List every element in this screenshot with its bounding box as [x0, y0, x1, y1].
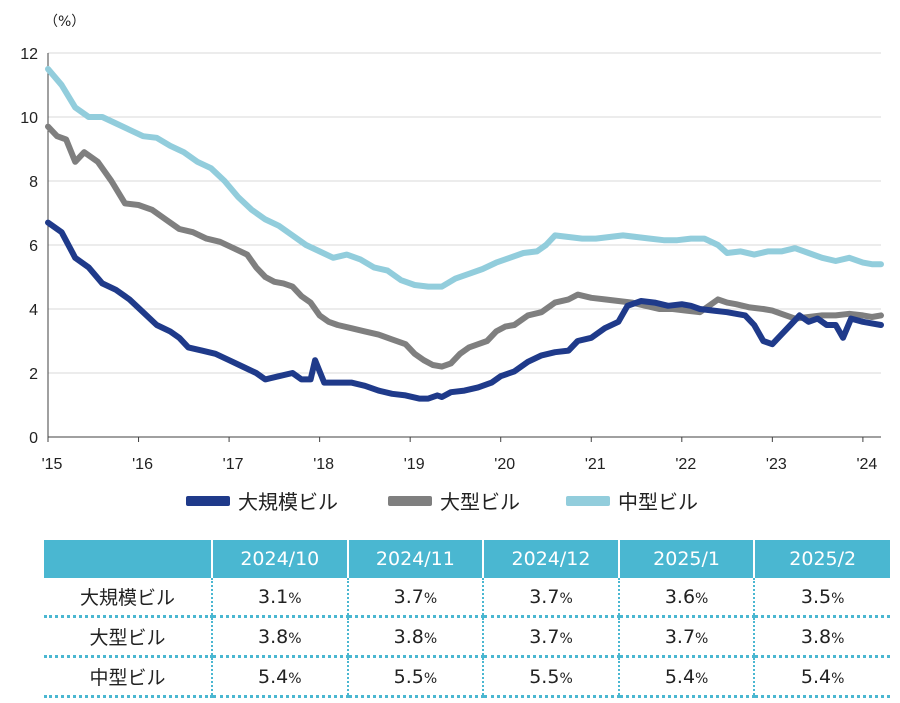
table-cell: 3.7% — [617, 615, 755, 657]
x-tick-label: '23 — [766, 456, 787, 473]
table-header-cell: 2024/11 — [346, 540, 484, 578]
legend-swatch-large-scale — [186, 495, 230, 506]
percent-symbol: % — [559, 670, 573, 687]
legend-item-large: 大型ビル — [388, 486, 520, 515]
percent-symbol: % — [288, 670, 302, 687]
cell-value: 3.5 — [800, 585, 832, 608]
table-header-corner — [44, 540, 212, 578]
table-cell: 5.4% — [211, 655, 348, 698]
table-row: 大型ビル 3.8% 3.8% 3.7% 3.7% 3.8% — [44, 615, 890, 657]
y-tick-label: 6 — [29, 238, 38, 255]
gridlines — [48, 52, 881, 374]
table-cell: 3.8% — [346, 615, 484, 657]
percent-symbol: % — [831, 590, 845, 607]
legend-swatch-medium — [566, 495, 610, 506]
cell-value: 3.8 — [258, 625, 289, 648]
table-cell: 5.4% — [617, 655, 755, 698]
table-cell: 5.5% — [346, 655, 484, 698]
table-cell: 3.8% — [753, 615, 890, 657]
x-tick-label: '20 — [494, 456, 515, 473]
y-tick-label: 8 — [29, 174, 38, 191]
vacancy-rate-table: 2024/10 2024/11 2024/12 2025/1 2025/2 大規… — [44, 540, 890, 698]
cell-value: 5.5 — [393, 665, 424, 688]
row-label: 大型ビル — [44, 615, 212, 657]
series-line-0 — [45, 219, 884, 402]
y-tick-label: 10 — [20, 110, 38, 127]
percent-symbol: % — [559, 590, 573, 607]
cell-value: 5.4 — [664, 665, 696, 688]
table-cell: 3.7% — [346, 578, 484, 617]
table-cell: 3.6% — [617, 578, 755, 617]
table-cell: 3.7% — [482, 615, 619, 657]
cell-value: 3.1 — [258, 585, 289, 608]
percent-symbol: % — [423, 630, 438, 647]
y-tick-label: 2 — [29, 366, 38, 383]
table-cell: 5.4% — [753, 655, 890, 698]
x-tick-label: '17 — [223, 456, 244, 473]
table-header-cell: 2024/10 — [211, 540, 348, 578]
table-cell: 3.1% — [211, 578, 348, 617]
x-tick-label: '24 — [856, 456, 877, 473]
y-tick-label: 4 — [29, 302, 38, 319]
x-tick-label: '21 — [585, 456, 606, 473]
table-cell: 3.7% — [482, 578, 619, 617]
cell-value: 3.8 — [800, 625, 832, 648]
percent-symbol: % — [831, 630, 845, 647]
table-header-row: 2024/10 2024/11 2024/12 2025/1 2025/2 — [44, 540, 890, 578]
x-tick-label: '19 — [404, 456, 425, 473]
percent-symbol: % — [423, 590, 438, 607]
cell-value: 3.6 — [664, 585, 696, 608]
table-row: 大規模ビル 3.1% 3.7% 3.7% 3.6% 3.5% — [44, 578, 890, 617]
row-label: 中型ビル — [44, 655, 212, 698]
percent-symbol: % — [695, 630, 709, 647]
legend-swatch-large — [388, 495, 432, 506]
percent-symbol: % — [695, 670, 709, 687]
legend-item-large-scale: 大規模ビル — [186, 486, 338, 515]
percent-symbol: % — [559, 630, 573, 647]
axes — [47, 53, 881, 442]
legend-label-large-scale: 大規模ビル — [238, 490, 338, 514]
legend-item-medium: 中型ビル — [566, 486, 698, 515]
x-tick-label: '16 — [132, 456, 153, 473]
x-tick-label: '22 — [675, 456, 696, 473]
cell-value: 5.4 — [800, 665, 832, 688]
x-tick-labels: '15 '16 '17 '18 '19 '20 '21 '22 '23 '24 — [42, 456, 878, 473]
percent-symbol: % — [288, 630, 302, 647]
legend-label-medium: 中型ビル — [618, 490, 698, 514]
legend-label-large: 大型ビル — [440, 490, 520, 514]
table-header-cell: 2025/2 — [753, 540, 890, 578]
series-line-1 — [45, 123, 884, 370]
table-cell: 3.8% — [211, 615, 348, 657]
line-chart: （%） 0 2 4 6 8 10 12 '15 '16 '17 '18 '19 '20 '21 '22 '2… — [20, 14, 884, 473]
table-header-cell: 2024/12 — [482, 540, 619, 578]
table-row: 中型ビル 5.4% 5.5% 5.5% 5.4% 5.4% — [44, 655, 890, 698]
table-header-cell: 2025/1 — [617, 540, 755, 578]
cell-value: 5.5 — [529, 665, 560, 688]
row-label: 大規模ビル — [79, 587, 175, 609]
cell-value: 3.7 — [664, 625, 696, 648]
cell-value: 3.7 — [529, 585, 560, 608]
cell-value: 3.8 — [393, 625, 424, 648]
table-cell: 5.5% — [482, 655, 619, 698]
percent-symbol: % — [695, 590, 709, 607]
percent-symbol: % — [288, 590, 302, 607]
percent-symbol: % — [831, 670, 845, 687]
percent-symbol: % — [423, 670, 438, 687]
series-line-2 — [45, 66, 884, 290]
series-lines — [45, 66, 884, 402]
cell-value: 5.4 — [258, 665, 289, 688]
y-tick-label: 12 — [20, 46, 38, 63]
x-tick-label: '18 — [313, 456, 334, 473]
table-cell: 3.5% — [753, 578, 890, 617]
cell-value: 3.7 — [393, 585, 424, 608]
y-tick-labels: 0 2 4 6 8 10 12 — [20, 46, 38, 447]
legend: 大規模ビル 大型ビル 中型ビル — [0, 486, 900, 518]
cell-value: 3.7 — [529, 625, 560, 648]
x-tick-label: '15 — [42, 456, 63, 473]
y-axis-unit-label: （%） — [44, 14, 85, 30]
y-tick-label: 0 — [29, 430, 38, 447]
